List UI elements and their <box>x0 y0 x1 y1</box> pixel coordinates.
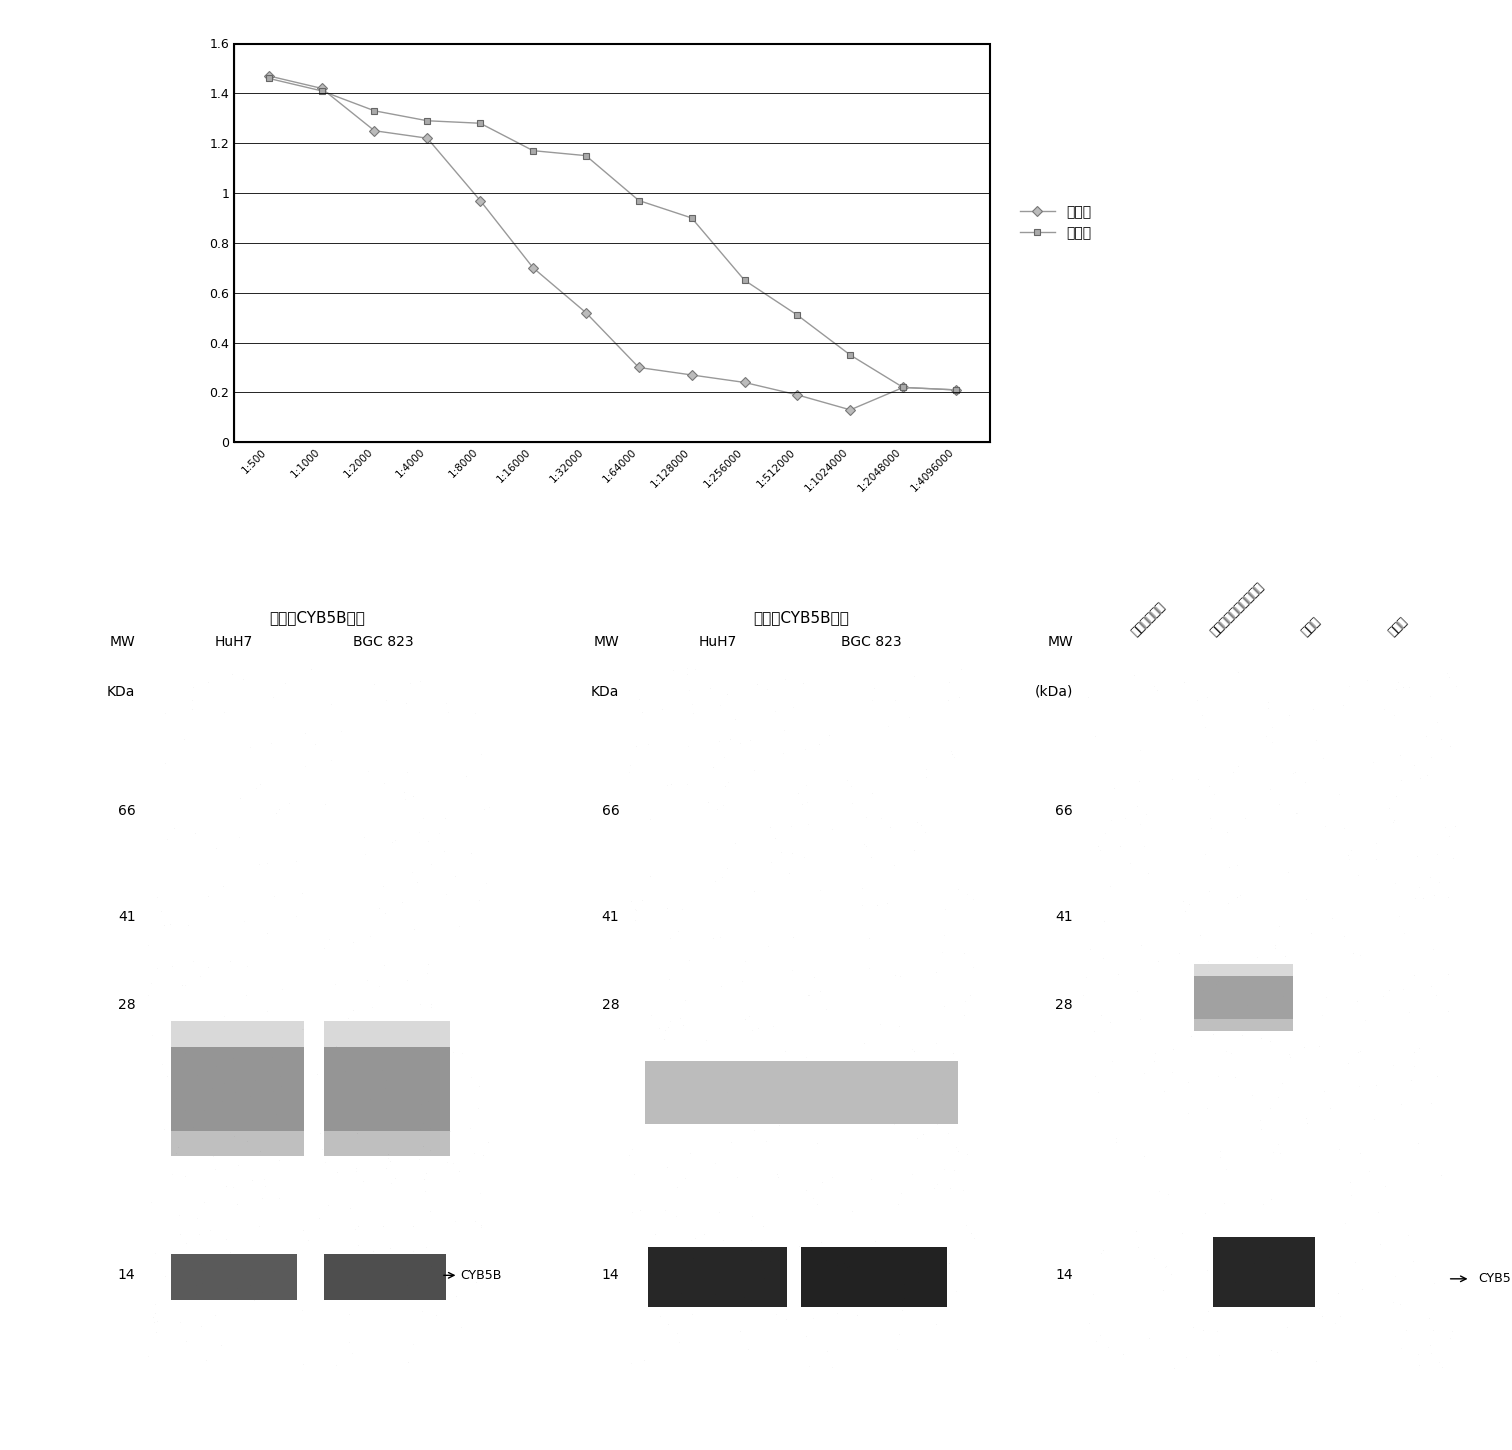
Text: 66: 66 <box>1055 805 1074 818</box>
维化前 <box>578 304 596 322</box>
Legend: 维化前, 维化后: 维化前, 维化后 <box>1021 206 1092 241</box>
维化后 <box>313 83 331 100</box>
Text: 线粒体: 线粒体 <box>1299 615 1323 639</box>
Text: 41: 41 <box>118 909 136 924</box>
维化后 <box>260 70 278 87</box>
Text: CYB5B: CYB5B <box>460 1269 502 1282</box>
Text: 14: 14 <box>602 1269 620 1282</box>
维化前 <box>788 386 806 403</box>
Line: 维化后: 维化后 <box>265 75 960 393</box>
Text: 小鼠肝细胞浆: 小鼠肝细胞浆 <box>1128 600 1167 639</box>
Text: 滤泱体与过氧化物酶体: 滤泱体与过氧化物酶体 <box>1208 580 1267 639</box>
Text: CYB5B: CYB5B <box>1477 1272 1512 1285</box>
Text: MW: MW <box>594 635 620 650</box>
Bar <box>171 1021 304 1047</box>
维化后 <box>947 381 965 399</box>
维化后 <box>419 112 437 129</box>
Text: BGC 823: BGC 823 <box>354 635 414 650</box>
Text: KDa: KDa <box>107 684 136 699</box>
维化后 <box>578 146 596 164</box>
Bar <box>325 1047 449 1131</box>
Bar <box>325 1254 446 1301</box>
Bar <box>801 1247 948 1306</box>
维化前 <box>419 129 437 146</box>
Bar <box>644 1061 959 1124</box>
维化后 <box>841 347 859 364</box>
Bar <box>649 1247 788 1306</box>
Text: 14: 14 <box>118 1269 136 1282</box>
Text: 维化前CYB5B抗体: 维化前CYB5B抗体 <box>269 610 366 625</box>
Bar <box>171 1254 296 1301</box>
维化后 <box>629 191 647 209</box>
Text: 细胞核: 细胞核 <box>1385 615 1409 639</box>
维化前 <box>629 358 647 376</box>
Text: 28: 28 <box>1055 998 1074 1012</box>
Text: 14: 14 <box>1055 1269 1074 1282</box>
维化前 <box>894 378 912 396</box>
维化前 <box>735 374 753 392</box>
Bar <box>1194 964 1293 976</box>
Text: (kDa): (kDa) <box>1034 684 1074 699</box>
Bar <box>325 1131 449 1157</box>
维化前 <box>682 367 700 384</box>
Bar <box>1213 1237 1315 1306</box>
维化后 <box>472 115 490 132</box>
维化后 <box>682 209 700 226</box>
维化前 <box>366 122 384 139</box>
Text: BGC 823: BGC 823 <box>841 635 901 650</box>
维化前 <box>841 402 859 419</box>
Text: 41: 41 <box>602 909 620 924</box>
Bar <box>325 1021 449 1047</box>
Bar <box>171 1047 304 1131</box>
维化后 <box>894 378 912 396</box>
维化后 <box>366 102 384 119</box>
Text: 28: 28 <box>118 998 136 1012</box>
Line: 维化前: 维化前 <box>265 72 960 413</box>
Text: 28: 28 <box>602 998 620 1012</box>
维化前 <box>472 191 490 209</box>
Text: MW: MW <box>110 635 136 650</box>
维化前 <box>525 260 543 277</box>
维化前 <box>313 80 331 97</box>
维化前 <box>947 381 965 399</box>
Text: MW: MW <box>1048 635 1074 650</box>
Bar <box>1194 1018 1293 1031</box>
Bar <box>171 1131 304 1157</box>
维化后 <box>735 271 753 289</box>
Text: 66: 66 <box>118 805 136 818</box>
Text: HuH7: HuH7 <box>215 635 253 650</box>
维化后 <box>788 306 806 323</box>
Text: KDa: KDa <box>591 684 620 699</box>
维化前 <box>260 67 278 84</box>
Bar <box>1194 976 1293 1018</box>
Text: 41: 41 <box>1055 909 1074 924</box>
Text: HuH7: HuH7 <box>699 635 736 650</box>
Text: 维化后CYB5B抗体: 维化后CYB5B抗体 <box>753 610 850 625</box>
维化后 <box>525 142 543 160</box>
Text: 66: 66 <box>602 805 620 818</box>
